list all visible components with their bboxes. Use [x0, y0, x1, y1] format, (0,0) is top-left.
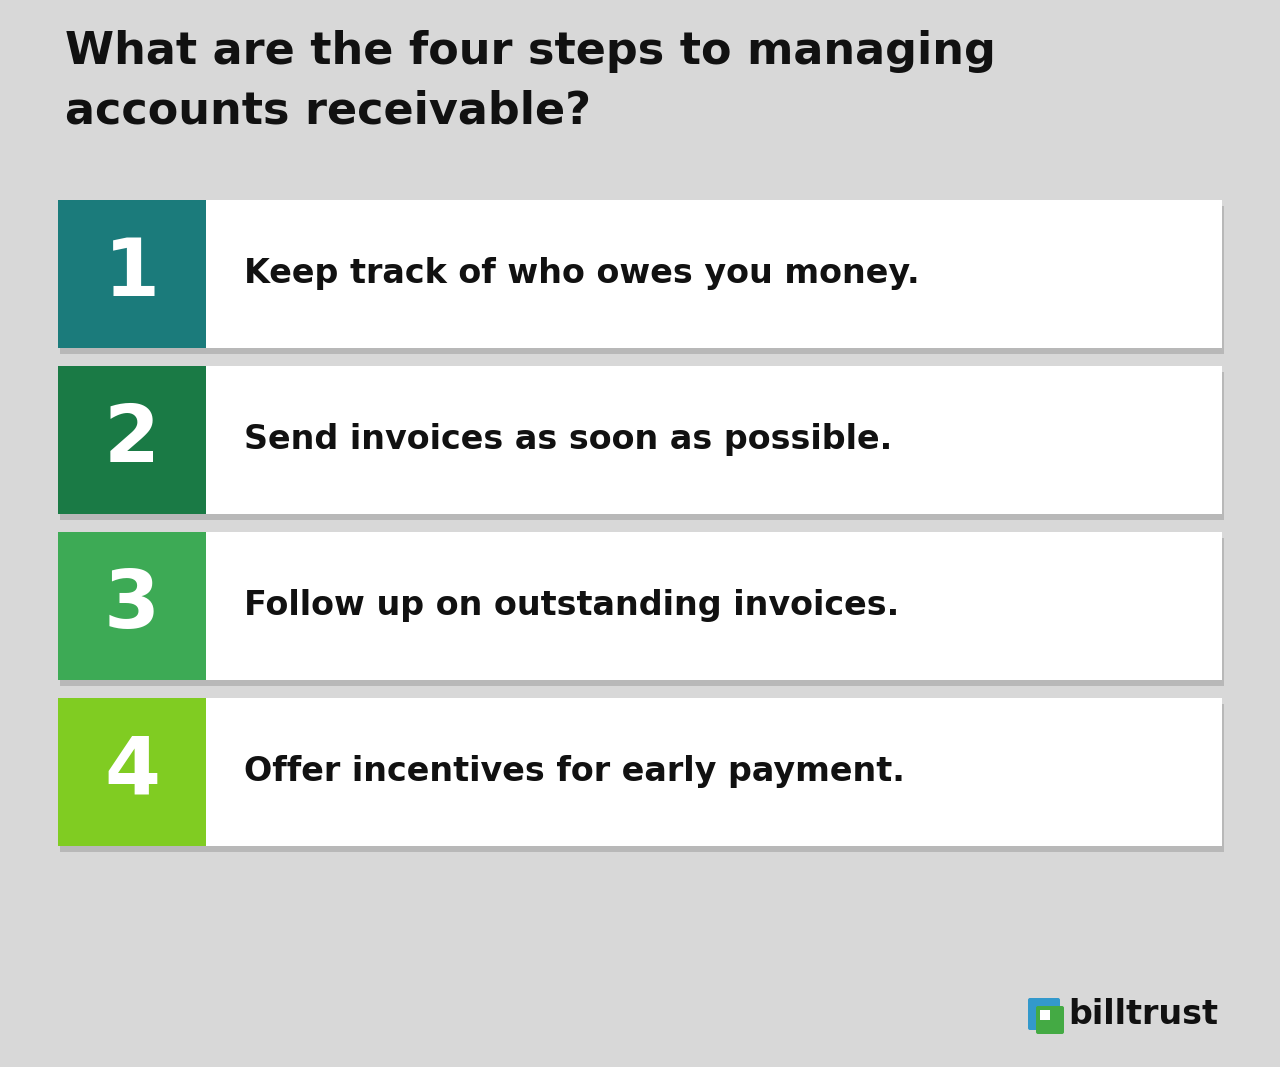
FancyBboxPatch shape — [60, 704, 1224, 853]
FancyBboxPatch shape — [1039, 1010, 1050, 1020]
FancyBboxPatch shape — [58, 366, 1222, 514]
FancyBboxPatch shape — [58, 200, 1222, 348]
FancyBboxPatch shape — [58, 698, 206, 846]
Text: 4: 4 — [104, 733, 160, 811]
Text: Follow up on outstanding invoices.: Follow up on outstanding invoices. — [244, 589, 900, 622]
Text: 1: 1 — [104, 235, 160, 313]
FancyBboxPatch shape — [1036, 1006, 1064, 1034]
Text: Offer incentives for early payment.: Offer incentives for early payment. — [244, 755, 905, 789]
Text: Keep track of who owes you money.: Keep track of who owes you money. — [244, 257, 919, 290]
FancyBboxPatch shape — [60, 372, 1224, 520]
FancyBboxPatch shape — [58, 200, 206, 348]
Text: 2: 2 — [104, 401, 160, 479]
FancyBboxPatch shape — [60, 538, 1224, 686]
FancyBboxPatch shape — [58, 366, 206, 514]
Text: What are the four steps to managing: What are the four steps to managing — [65, 30, 996, 73]
FancyBboxPatch shape — [58, 698, 1222, 846]
Text: 3: 3 — [104, 567, 160, 644]
FancyBboxPatch shape — [60, 206, 1224, 354]
Text: accounts receivable?: accounts receivable? — [65, 90, 591, 133]
FancyBboxPatch shape — [58, 532, 1222, 680]
FancyBboxPatch shape — [58, 532, 206, 680]
Text: billtrust: billtrust — [1068, 998, 1219, 1031]
FancyBboxPatch shape — [1028, 998, 1060, 1030]
Text: Send invoices as soon as possible.: Send invoices as soon as possible. — [244, 424, 892, 457]
